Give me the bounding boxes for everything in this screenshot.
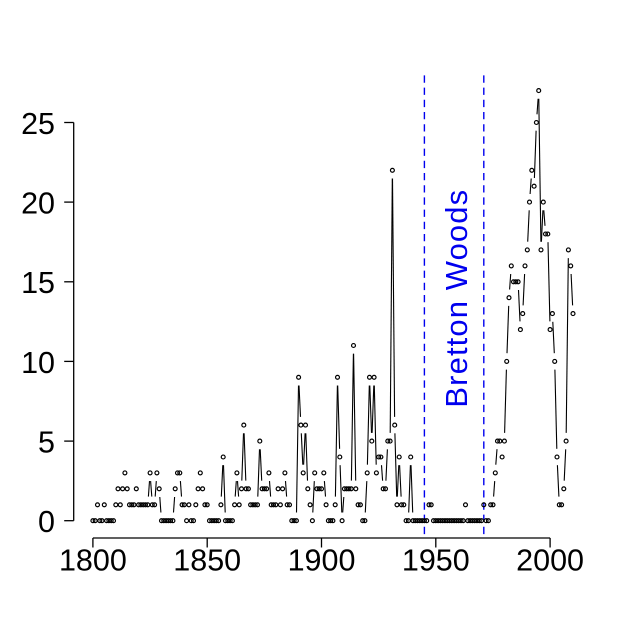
svg-text:0: 0 [38, 505, 55, 539]
svg-text:25: 25 [21, 107, 55, 141]
svg-text:1950: 1950 [402, 544, 470, 578]
svg-text:20: 20 [21, 187, 55, 221]
svg-text:1850: 1850 [173, 544, 241, 578]
svg-text:2000: 2000 [516, 544, 584, 578]
svg-text:1900: 1900 [288, 544, 356, 578]
svg-text:10: 10 [21, 346, 55, 380]
svg-text:15: 15 [21, 266, 55, 300]
svg-text:5: 5 [38, 426, 55, 460]
svg-text:Bretton Woods: Bretton Woods [439, 189, 474, 408]
svg-text:1800: 1800 [59, 544, 127, 578]
